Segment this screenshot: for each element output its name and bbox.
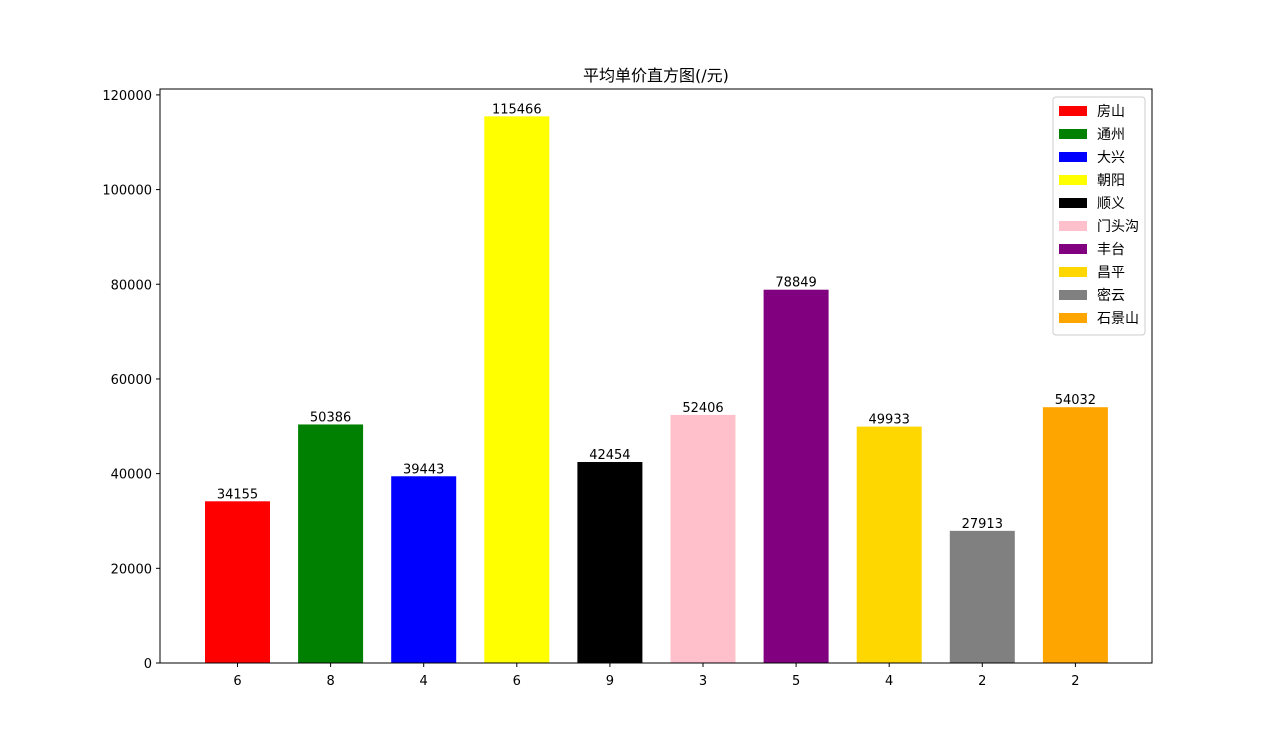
bar-value-label: 50386	[310, 410, 351, 425]
plot-frame	[159, 88, 1153, 664]
x-tick-label: 6	[233, 674, 241, 689]
legend-label: 朝阳	[1097, 173, 1125, 189]
legend-swatch	[1059, 198, 1087, 208]
legend-swatch	[1059, 152, 1087, 162]
x-tick-label: 8	[326, 674, 334, 689]
y-tick-label: 80000	[111, 278, 152, 293]
bars-layer	[205, 116, 1108, 664]
bar-value-label: 27913	[962, 517, 1003, 532]
legend-label: 大兴	[1097, 150, 1125, 166]
bar-房山	[205, 501, 270, 663]
legend-label: 房山	[1097, 104, 1125, 120]
bar-大兴	[391, 476, 457, 663]
legend-swatch	[1059, 244, 1087, 254]
chart-title: 平均单价直方图(/元)	[583, 66, 729, 85]
bar-密云	[949, 530, 1015, 663]
legend-label: 门头沟	[1097, 219, 1139, 235]
bar-朝阳	[484, 116, 550, 664]
bar-value-label: 49933	[869, 413, 910, 428]
bar-value-label: 52406	[682, 401, 723, 416]
x-tick-label: 9	[606, 674, 614, 689]
legend-label: 密云	[1097, 287, 1125, 304]
bar-通州	[298, 424, 364, 663]
legend-swatch	[1059, 106, 1087, 116]
x-tick-label: 2	[1071, 674, 1079, 689]
legend-swatch	[1059, 313, 1087, 323]
y-tick-label: 0	[144, 657, 152, 672]
legend-swatch	[1059, 129, 1087, 139]
legend-label: 通州	[1097, 127, 1125, 143]
x-tick-label: 6	[513, 674, 521, 689]
legend-label: 昌平	[1097, 265, 1125, 281]
bar-value-label: 78849	[775, 276, 816, 291]
x-tick-label: 3	[699, 674, 707, 689]
bar-value-label: 54032	[1055, 393, 1096, 408]
x-tick-label: 2	[978, 674, 986, 689]
bar-value-label: 115466	[492, 102, 542, 117]
y-axis: 0 20000 40000 60000 80000 100000 120000	[102, 89, 160, 672]
y-tick-label: 120000	[102, 89, 152, 104]
bar-value-label: 34155	[217, 487, 258, 502]
x-tick-label: 4	[885, 674, 893, 689]
bar-石景山	[1042, 407, 1108, 663]
legend-label: 顺义	[1097, 196, 1125, 212]
x-tick-label: 4	[420, 674, 428, 689]
y-tick-label: 40000	[111, 468, 152, 483]
x-tick-label: 5	[792, 674, 800, 689]
bar-丰台	[763, 289, 829, 663]
y-tick-label: 100000	[102, 184, 152, 199]
value-labels-layer: 34155 50386 39443 115466 42454 52406 78849 4993…	[217, 102, 1096, 531]
legend-label: 丰台	[1097, 242, 1125, 258]
legend-label: 石景山	[1097, 311, 1139, 327]
x-axis: 6 8 4 6 9 3 5 4 2 2	[233, 663, 1080, 689]
legend-swatch	[1059, 290, 1087, 300]
bar-昌平	[856, 426, 922, 663]
bar-value-label: 42454	[589, 448, 630, 463]
bar-门头沟	[670, 414, 736, 663]
legend-swatch	[1059, 221, 1087, 231]
y-tick-label: 60000	[111, 373, 152, 388]
y-tick-label: 20000	[111, 562, 152, 577]
legend-swatch	[1059, 267, 1087, 277]
bar-value-label: 39443	[403, 462, 444, 477]
legend-swatch	[1059, 175, 1087, 185]
bar-顺义	[577, 462, 643, 663]
